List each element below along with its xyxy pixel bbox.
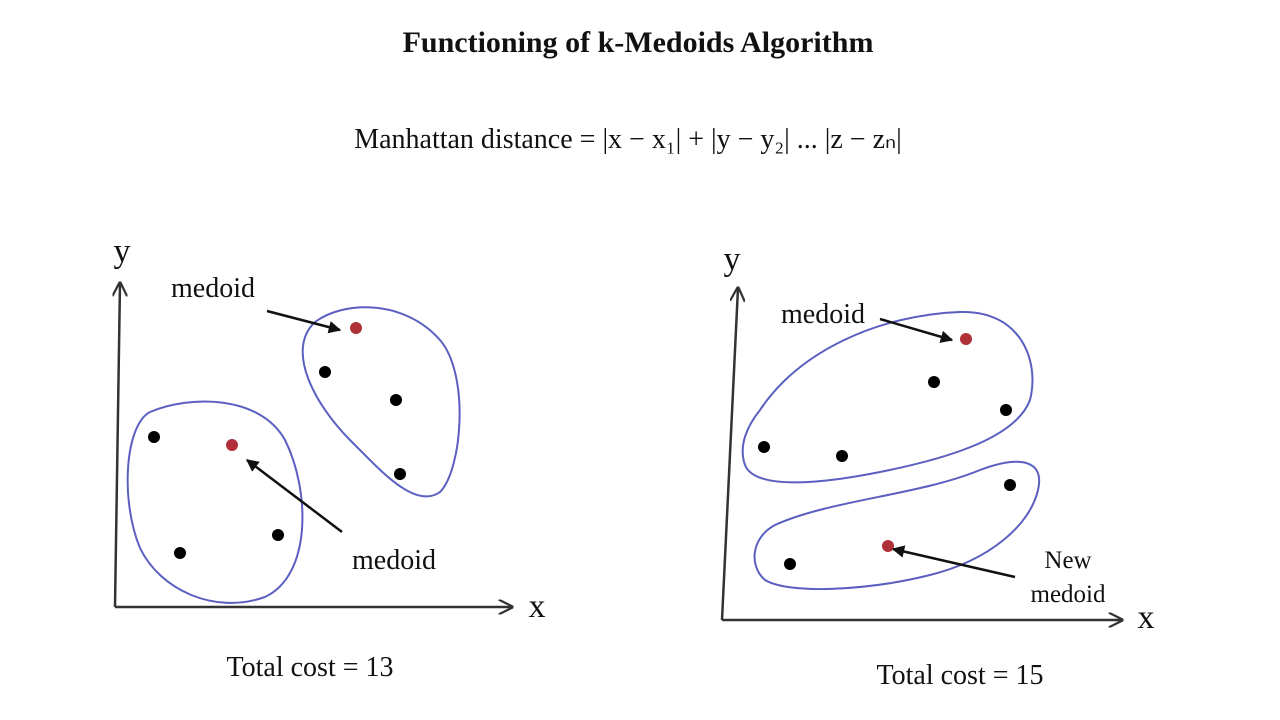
title: Functioning of k-Medoids Algorithm (403, 26, 874, 59)
medoid-point (226, 439, 238, 451)
label: medoid (1031, 581, 1106, 608)
arrow (879, 317, 954, 343)
formula: Manhattan distance = |x − x₁| + |y − y₂|… (354, 124, 902, 155)
y-axis (720, 288, 738, 621)
left-panel: y x medoid medoid Total cost = 13 (114, 233, 546, 683)
right-panel: y x medoid New medoid Total cost = 15 (720, 241, 1155, 691)
medoid-point (882, 540, 894, 552)
points (758, 376, 1016, 570)
label: medoid (171, 273, 255, 304)
cluster (301, 306, 461, 498)
label: medoid (781, 299, 865, 330)
arrow (891, 545, 1016, 579)
label: New (1044, 547, 1091, 574)
cluster (753, 460, 1041, 591)
y-axis-label: y (724, 241, 741, 278)
points (148, 366, 406, 559)
y-axis (115, 283, 120, 608)
medoid-point (960, 333, 972, 345)
y-axis-label: y (114, 233, 131, 270)
caption: Total cost = 15 (876, 660, 1043, 691)
label: medoid (352, 545, 436, 576)
medoid-point (350, 322, 362, 334)
cluster (126, 400, 304, 604)
arrow (246, 459, 343, 533)
arrow (266, 309, 342, 334)
x-axis-label: x (529, 588, 546, 625)
x-axis-label: x (1138, 599, 1155, 636)
caption: Total cost = 13 (226, 652, 393, 683)
